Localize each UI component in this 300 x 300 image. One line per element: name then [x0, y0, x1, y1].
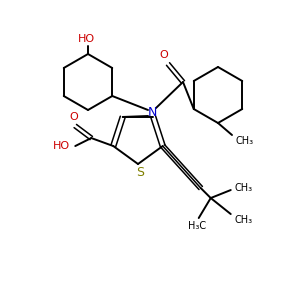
- Text: CH₃: CH₃: [235, 215, 253, 225]
- Text: H₃C: H₃C: [188, 221, 206, 231]
- Text: O: O: [69, 112, 78, 122]
- Text: N: N: [147, 106, 157, 118]
- Text: CH₃: CH₃: [236, 136, 254, 146]
- Text: CH₃: CH₃: [235, 183, 253, 193]
- Text: HO: HO: [77, 34, 94, 44]
- Text: HO: HO: [53, 141, 70, 151]
- Text: S: S: [136, 167, 144, 179]
- Text: O: O: [160, 50, 168, 60]
